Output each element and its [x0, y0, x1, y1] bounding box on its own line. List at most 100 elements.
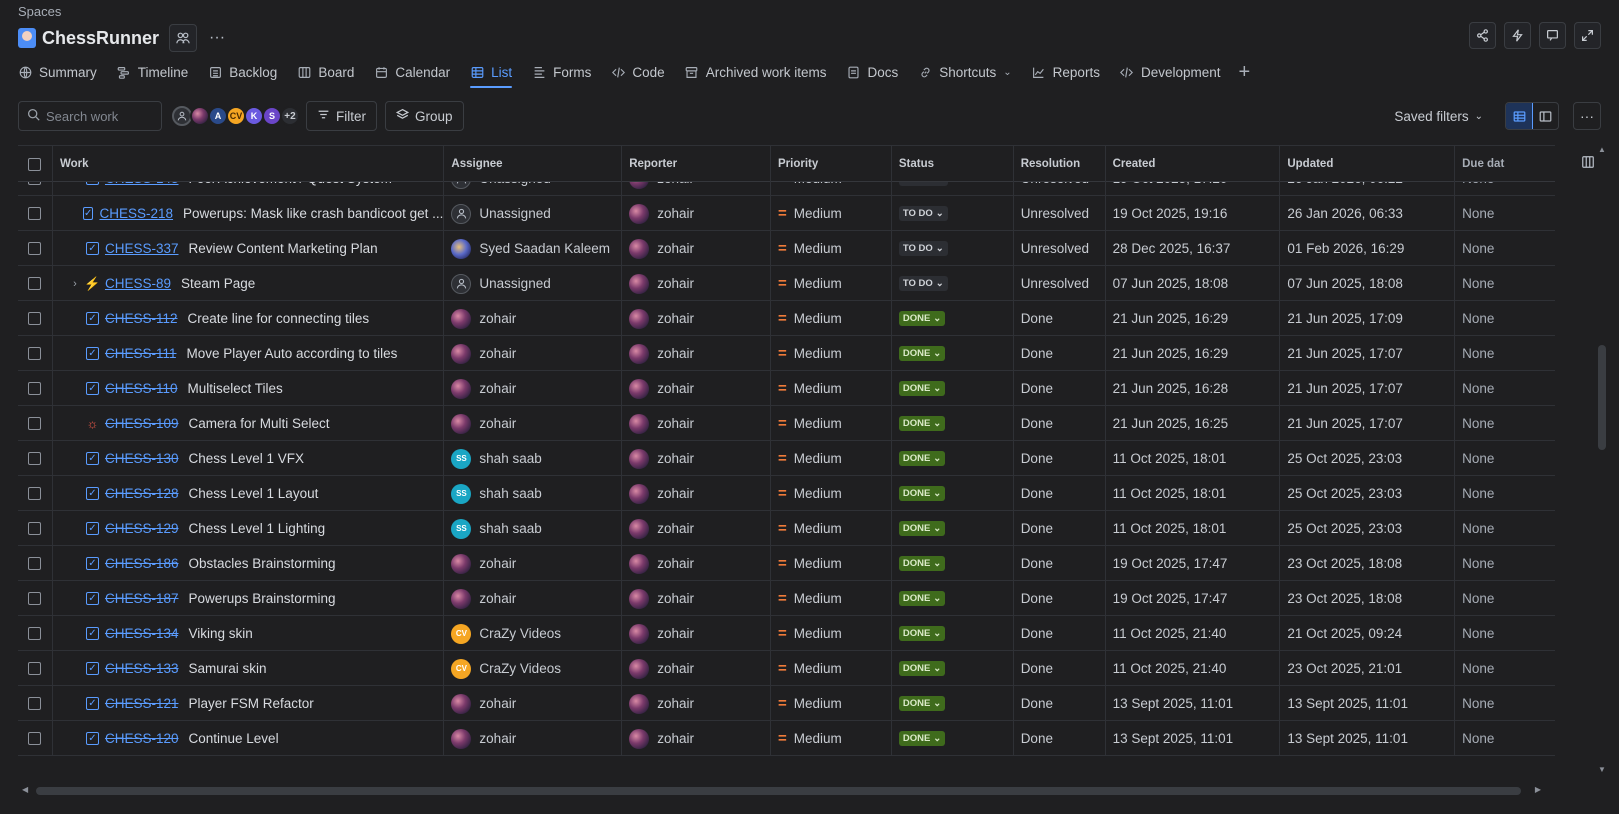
assignee-cell[interactable]: zohair — [444, 406, 623, 441]
row-checkbox[interactable] — [18, 441, 53, 476]
status-badge[interactable]: DONE ⌄ — [898, 556, 946, 571]
row-checkbox[interactable] — [18, 336, 53, 371]
unassigned-avatar[interactable] — [172, 106, 192, 126]
table-row[interactable]: › ⚡ CHESS-89 Steam Page Unassigned zohair = Med… — [18, 266, 1555, 301]
assignee-cell[interactable]: SS shah saab — [444, 441, 623, 476]
assignee-cell[interactable]: zohair — [444, 371, 623, 406]
issue-key-link[interactable]: CHESS-337 — [104, 241, 179, 256]
reporter-cell[interactable]: zohair — [622, 476, 771, 511]
avatar[interactable]: S — [262, 106, 282, 126]
assignee-cell[interactable]: zohair — [444, 721, 623, 756]
table-row[interactable]: ✓ CHESS-134 Viking skin CV CraZy Videos zohai… — [18, 616, 1555, 651]
row-checkbox[interactable] — [18, 546, 53, 581]
tab-forms[interactable]: Forms — [532, 58, 591, 86]
avatar[interactable]: A — [208, 106, 228, 126]
status-badge[interactable]: DONE ⌄ — [898, 311, 946, 326]
more-actions-icon[interactable]: ··· — [1573, 102, 1601, 130]
row-checkbox[interactable] — [18, 581, 53, 616]
reporter-cell[interactable]: zohair — [622, 336, 771, 371]
status-badge[interactable]: DONE ⌄ — [898, 626, 946, 641]
avatar[interactable] — [190, 106, 210, 126]
assignee-cell[interactable]: zohair — [444, 686, 623, 721]
assignee-cell[interactable]: Unassigned — [444, 196, 623, 231]
scroll-up-arrow-icon[interactable]: ▲ — [1598, 145, 1606, 154]
priority-cell[interactable]: = Medium — [771, 651, 892, 686]
table-row[interactable]: ✓ CHESS-218 Powerups: Mask like crash band… — [18, 196, 1555, 231]
issue-key-link[interactable]: CHESS-109 — [104, 416, 179, 431]
assignee-cell[interactable]: SS shah saab — [444, 476, 623, 511]
issue-key-link[interactable]: CHESS-120 — [104, 731, 179, 746]
table-row[interactable]: ✓ CHESS-187 Powerups Brainstorming zohair zo… — [18, 581, 1555, 616]
status-badge[interactable]: DONE ⌄ — [898, 521, 946, 536]
assignee-cell[interactable]: zohair — [444, 301, 623, 336]
assignee-cell[interactable]: CV CraZy Videos — [444, 651, 623, 686]
horizontal-scrollbar[interactable]: ◀ ▶ — [18, 785, 1555, 797]
filter-button[interactable]: Filter — [306, 101, 377, 131]
tab-development[interactable]: Development — [1120, 58, 1221, 86]
status-badge[interactable]: DONE ⌄ — [898, 696, 946, 711]
tab-docs[interactable]: Docs — [846, 58, 898, 86]
priority-cell[interactable]: = Medium — [771, 616, 892, 651]
search-box[interactable] — [18, 101, 162, 131]
scrollbar-thumb[interactable] — [36, 787, 1521, 795]
search-input[interactable] — [46, 108, 146, 124]
assignee-cell[interactable]: Unassigned — [444, 266, 623, 301]
checkbox[interactable] — [28, 207, 42, 220]
table-row[interactable]: ☼ CHESS-109 Camera for Multi Select zohair z… — [18, 406, 1555, 441]
detail-view-icon[interactable] — [1532, 103, 1558, 129]
priority-cell[interactable]: = Medium — [771, 721, 892, 756]
reporter-cell[interactable]: zohair — [622, 406, 771, 441]
lightning-icon[interactable] — [1504, 22, 1531, 49]
issue-summary[interactable]: Chess Level 1 Layout — [188, 486, 319, 501]
checkbox[interactable] — [28, 157, 42, 171]
issue-key-link[interactable]: CHESS-130 — [104, 451, 179, 466]
issue-summary[interactable]: Create line for connecting tiles — [187, 311, 370, 326]
issue-key-link[interactable]: CHESS-111 — [104, 346, 177, 361]
avatar[interactable]: CV — [226, 106, 246, 126]
column-header-reporter[interactable]: Reporter — [622, 146, 771, 182]
tab-reports[interactable]: Reports — [1032, 58, 1100, 86]
table-row[interactable]: ✓ CHESS-110 Multiselect Tiles zohair zohair =… — [18, 371, 1555, 406]
priority-cell[interactable]: = Medium — [771, 371, 892, 406]
priority-cell[interactable]: = Medium — [771, 581, 892, 616]
assignee-cell[interactable]: Syed Saadan Kaleem — [444, 231, 623, 266]
issue-key-link[interactable]: CHESS-134 — [104, 626, 179, 641]
reporter-cell[interactable]: zohair — [622, 231, 771, 266]
assignee-cell[interactable]: zohair — [444, 546, 623, 581]
tab-shortcuts[interactable]: Shortcuts ⌄ — [918, 58, 1012, 86]
row-checkbox[interactable] — [18, 721, 53, 756]
checkbox[interactable] — [28, 522, 42, 535]
priority-cell[interactable]: = Medium — [771, 336, 892, 371]
reporter-cell[interactable]: zohair — [622, 721, 771, 756]
status-badge[interactable]: DONE ⌄ — [898, 731, 946, 746]
issue-key-link[interactable]: CHESS-186 — [104, 556, 179, 571]
people-icon[interactable] — [169, 24, 198, 52]
issue-key-link[interactable]: CHESS-89 — [104, 276, 171, 291]
tab-archived[interactable]: Archived work items — [685, 58, 826, 86]
issue-key-link[interactable]: CHESS-128 — [104, 486, 179, 501]
priority-cell[interactable]: = Medium — [771, 546, 892, 581]
issue-summary[interactable]: Viking skin — [188, 626, 253, 641]
checkbox[interactable] — [28, 347, 42, 360]
tab-summary[interactable]: Summary — [18, 58, 97, 86]
issue-summary[interactable]: Move Player Auto according to tiles — [186, 346, 398, 361]
checkbox[interactable] — [28, 382, 42, 395]
status-badge[interactable]: DONE ⌄ — [898, 661, 946, 676]
vertical-scrollbar[interactable]: ▲ ▼ — [1597, 145, 1607, 774]
status-badge[interactable]: DONE ⌄ — [898, 381, 946, 396]
tab-list[interactable]: List — [470, 58, 513, 88]
issue-summary[interactable]: Player FSM Refactor — [188, 696, 314, 711]
assignee-cell[interactable]: CV CraZy Videos — [444, 616, 623, 651]
scroll-down-arrow-icon[interactable]: ▼ — [1598, 765, 1606, 774]
tab-calendar[interactable]: Calendar — [374, 58, 450, 86]
issue-key-link[interactable]: CHESS-187 — [104, 591, 179, 606]
status-badge[interactable]: DONE ⌄ — [898, 451, 946, 466]
table-row[interactable]: ✓ CHESS-120 Continue Level zohair zohair = Med… — [18, 721, 1555, 756]
reporter-cell[interactable]: zohair — [622, 196, 771, 231]
issue-summary[interactable]: Powerups: Mask like crash bandicoot get … — [183, 206, 444, 221]
column-settings-icon[interactable] — [1579, 153, 1597, 171]
table-row[interactable]: ✓ CHESS-129 Chess Level 1 Lighting SS shah s… — [18, 511, 1555, 546]
table-row[interactable]: ✓ CHESS-128 Chess Level 1 Layout SS shah saa… — [18, 476, 1555, 511]
checkbox[interactable] — [28, 592, 42, 605]
row-checkbox[interactable] — [18, 651, 53, 686]
